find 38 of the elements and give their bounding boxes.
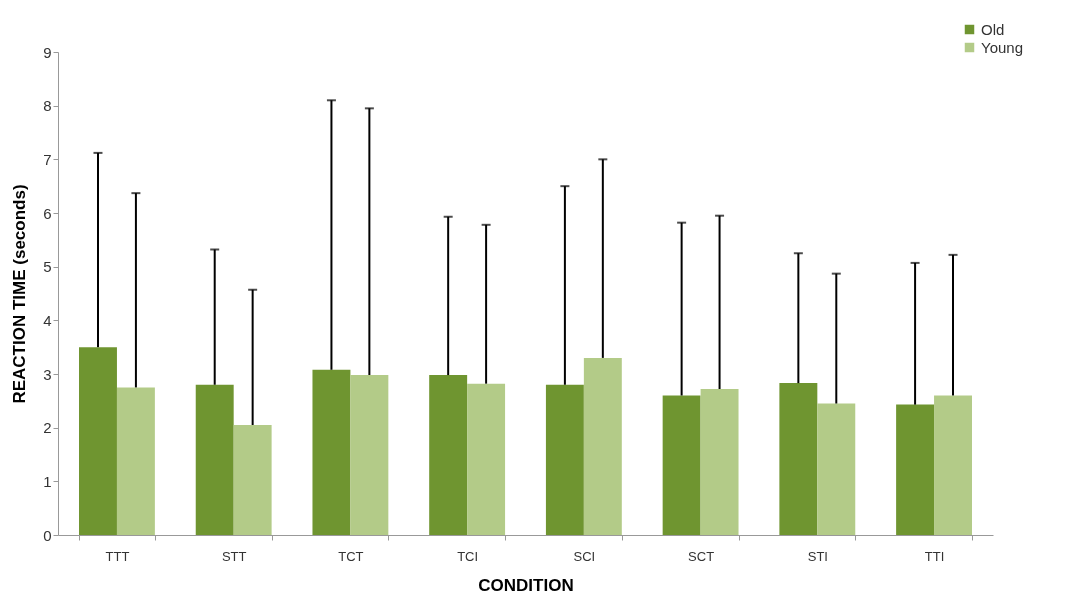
y-tick-label: 1 [43,472,52,490]
x-tick-label: SCI [573,548,596,564]
bar [467,383,506,535]
y-tick-label: 7 [43,150,52,168]
y-tick-label: 0 [43,526,52,544]
bar [662,395,701,535]
bar [79,347,117,535]
bar [116,387,155,535]
x-tick-label: STT [221,548,247,564]
x-tick-label: TTI [924,548,945,564]
x-tick-label: TTT [105,548,130,564]
bar [817,403,856,535]
bar [700,389,739,535]
x-tick-label: STI [807,548,828,564]
bar [779,383,818,535]
legend-label: Old [981,20,1005,38]
bar [896,404,935,535]
bar [545,384,584,535]
bar [233,424,272,535]
bar [583,357,622,535]
y-tick-label: 5 [43,258,52,276]
y-tick-label: 6 [43,204,52,222]
x-tick-label: TCI [457,548,479,564]
x-tick-label: SCT [688,548,715,564]
y-tick-label: 9 [43,43,52,61]
y-tick-label: 8 [43,97,52,115]
bar [350,375,389,535]
bar [195,384,234,535]
bar [312,369,351,535]
y-tick-label: 2 [43,419,52,437]
y-tick-label: 3 [43,365,52,383]
legend-label: Young [981,38,1023,56]
x-axis-title: CONDITION [478,575,574,595]
y-tick-label: 4 [43,311,52,329]
x-tick-label: TCT [338,548,364,564]
bar [934,395,972,535]
bar [429,375,468,535]
y-axis-title: REACTION TIME (seconds) [10,184,30,404]
